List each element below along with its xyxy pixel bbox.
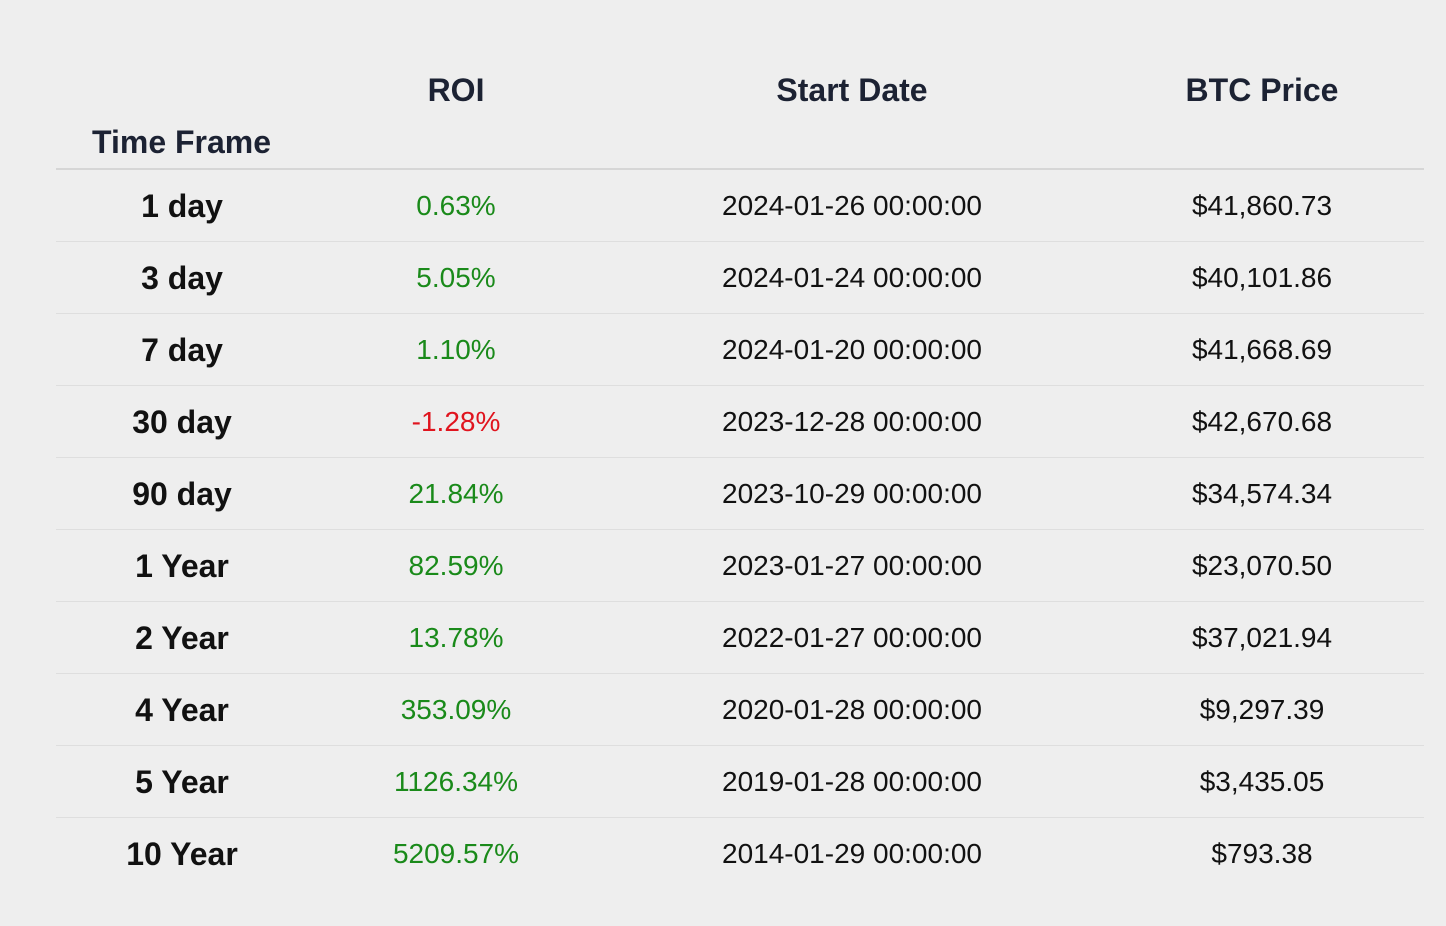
table-row: 1 day 0.63% 2024-01-26 00:00:00 $41,860.73 xyxy=(56,170,1424,242)
table-body: 1 day 0.63% 2024-01-26 00:00:00 $41,860.73 3… xyxy=(56,170,1424,889)
table-row: 2 Year 13.78% 2022-01-27 00:00:00 $37,021.9… xyxy=(56,602,1424,674)
table-row: 3 day 5.05% 2024-01-24 00:00:00 $40,101.86 xyxy=(56,242,1424,314)
roi-table: Time Frame ROI Start Date BTC Price 1 da… xyxy=(56,0,1424,889)
table-row: 30 day -1.28% 2023-12-28 00:00:00 $42,670.6… xyxy=(56,386,1424,458)
header-start-date-label: Start Date xyxy=(776,72,928,108)
table-row: 90 day 21.84% 2023-10-29 00:00:00 $34,574.3… xyxy=(56,458,1424,530)
table-row: 10 Year 5209.57% 2014-01-29 00:00:00 $793.3… xyxy=(126,836,1313,872)
table-row: 5 Year 1126.34% 2019-01-28 00:00:00 $3,435.… xyxy=(56,746,1424,818)
table-row: 7 day 1.10% 2024-01-20 00:00:00 $41,668.69 xyxy=(56,314,1424,386)
table-row: 4 Year 353.09% 2020-01-28 00:00:00 $9,297.3… xyxy=(56,674,1424,746)
table-header: Time Frame ROI Start Date BTC Price xyxy=(56,0,1424,170)
header-time-frame: Time Frame xyxy=(92,124,272,160)
header-btc-price-label: BTC Price xyxy=(1185,72,1339,108)
table-row: 1 Year 82.59% 2023-01-27 00:00:00 $23,070.5… xyxy=(56,530,1424,602)
header-roi-label: ROI xyxy=(427,72,485,108)
